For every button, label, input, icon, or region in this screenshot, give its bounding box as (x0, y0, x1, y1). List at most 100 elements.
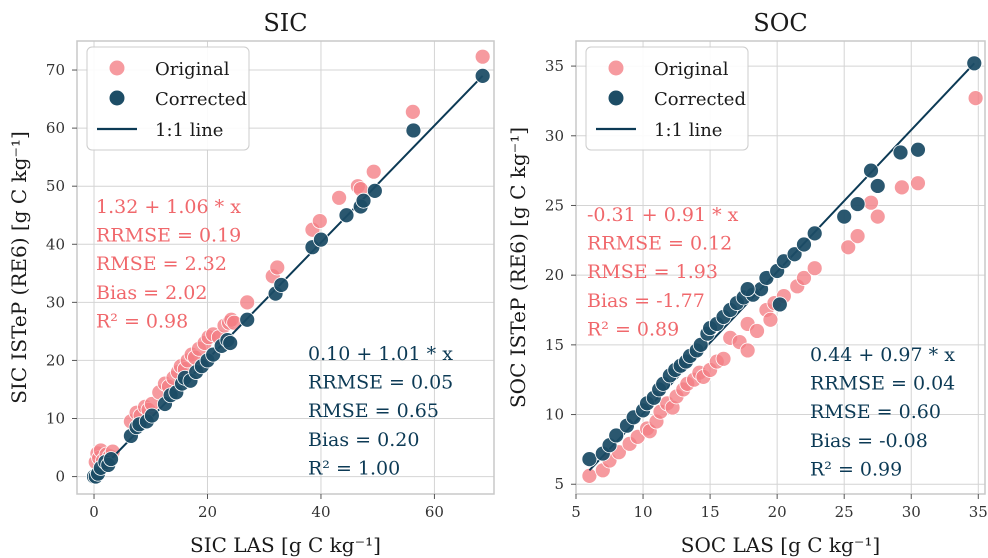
x-axis-label: SIC LAS [g C kg⁻¹] (190, 533, 381, 557)
stats-original-line: R² = 0.98 (96, 310, 188, 332)
data-point-corrected (222, 335, 239, 351)
data-point-corrected (771, 296, 788, 313)
data-point-corrected (405, 122, 422, 139)
x-tick-label: 30 (902, 503, 921, 521)
y-tick-label: 70 (46, 61, 65, 79)
data-point-original (365, 163, 382, 180)
data-point-corrected (806, 225, 823, 242)
legend-original-label: Original (654, 59, 729, 80)
y-tick-label: 10 (545, 406, 564, 424)
stats-corrected-line: RMSE = 0.60 (810, 401, 941, 423)
legend-line-label: 1:1 line (155, 120, 223, 141)
stats-original-line: RMSE = 2.32 (96, 253, 227, 275)
y-tick-label: 20 (545, 266, 564, 284)
data-point-original (863, 194, 879, 211)
x-tick-label: 0 (89, 503, 99, 521)
stats-corrected-line: 0.44 + 0.97 * x (810, 344, 955, 366)
data-point-original (311, 213, 328, 229)
stats-corrected-line: R² = 0.99 (810, 458, 902, 480)
stats-original: -0.31 + 0.91 * x RRMSE = 0.12 RMSE = 1.93 B… (587, 204, 739, 340)
data-point-original (806, 260, 823, 277)
legend: Original Corrected 1:1 line (86, 46, 250, 151)
legend-line-label: 1:1 line (654, 120, 722, 141)
plot-area (86, 48, 491, 485)
data-point-original (749, 323, 765, 339)
stats-original-line: RRMSE = 0.12 (587, 233, 732, 255)
chart-panel-soc: 5 10 15 20 25 30 35 5 10 15 20 25 30 35 SOC SOC LAS [g … (506, 9, 988, 557)
stats-corrected-line: Bias = -0.08 (810, 430, 928, 452)
data-point-original (581, 467, 598, 484)
data-point-corrected (910, 141, 926, 158)
data-point-corrected (869, 178, 886, 194)
stats-original-line: -0.31 + 0.91 * x (587, 204, 739, 226)
x-tick-label: 5 (571, 503, 581, 521)
stats-original-line: Bias = -1.77 (587, 290, 705, 312)
data-point-corrected (581, 451, 598, 468)
data-point-corrected (786, 246, 803, 263)
data-point-corrected (239, 311, 256, 328)
stats-corrected: 0.44 + 0.97 * x RRMSE = 0.04 RMSE = 0.60 Bi… (810, 344, 955, 480)
y-tick-label: 35 (545, 57, 564, 75)
x-axis-label: SOC LAS [g C kg⁻¹] (681, 533, 880, 557)
data-point-corrected (966, 55, 983, 72)
data-point-corrected (836, 208, 853, 225)
x-tick-label: 20 (768, 503, 787, 521)
y-tick-label: 30 (46, 293, 65, 311)
y-tick-label: 15 (545, 336, 564, 354)
plot-area (581, 55, 984, 484)
data-point-original (762, 311, 779, 328)
stats-corrected-line: 0.10 + 1.01 * x (308, 343, 453, 365)
stats-original-line: Bias = 2.02 (96, 282, 207, 304)
stats-original: 1.32 + 1.06 * x RRMSE = 0.19 RMSE = 2.32 Bi… (96, 196, 241, 332)
data-point-original (869, 208, 886, 225)
data-point-original (715, 350, 732, 367)
data-point-original (404, 103, 421, 120)
stats-corrected-line: RRMSE = 0.04 (810, 373, 955, 395)
y-axis-label: SOC ISTeP (RE6) [g C kg⁻¹] (506, 127, 530, 408)
data-point-original (967, 90, 984, 107)
legend-original-marker (608, 60, 624, 76)
data-point-original (840, 239, 857, 256)
one-to-one-line (93, 75, 484, 478)
data-point-corrected (892, 144, 909, 161)
x-tick-label: 25 (835, 503, 854, 521)
stats-original-line: 1.32 + 1.06 * x (96, 196, 241, 218)
plot-frame (76, 40, 495, 495)
chart-title: SIC (263, 9, 307, 37)
x-tick-label: 20 (198, 503, 217, 521)
legend-corrected-marker (109, 90, 125, 106)
y-tick-label: 40 (46, 235, 65, 253)
x-tick-label: 10 (634, 503, 653, 521)
data-point-original (739, 342, 756, 359)
stats-original-line: RRMSE = 0.19 (96, 225, 241, 247)
y-tick-label: 30 (545, 127, 564, 145)
x-tick-label: 60 (425, 503, 444, 521)
data-point-corrected (366, 182, 383, 199)
chart-panel-sic: 0 20 40 60 0 10 20 30 40 50 60 70 SIC SIC LAS [g C kg… (7, 9, 495, 557)
data-point-corrected (338, 207, 355, 224)
data-point-corrected (863, 162, 879, 179)
data-point-original (331, 189, 348, 206)
data-point-original (849, 228, 866, 245)
legend-original-marker (109, 60, 125, 76)
plot-frame (575, 40, 986, 495)
legend-original-label: Original (155, 59, 230, 80)
x-tick-label: 35 (969, 503, 988, 521)
data-point-corrected (796, 236, 812, 253)
data-point-corrected (474, 67, 491, 84)
data-point-corrected (143, 407, 160, 424)
data-point-original (910, 175, 926, 192)
x-tick-label: 15 (701, 503, 720, 521)
stats-original-line: R² = 0.89 (587, 318, 679, 340)
legend-box (86, 46, 250, 151)
data-point-corrected (739, 281, 756, 298)
y-axis-label: SIC ISTeP (RE6) [g C kg⁻¹] (7, 131, 31, 404)
data-point-corrected (849, 196, 866, 212)
legend-corrected-label: Corrected (654, 89, 746, 110)
stats-corrected-line: R² = 1.00 (308, 457, 400, 479)
stats-corrected-line: Bias = 0.20 (308, 429, 419, 451)
data-point-corrected (608, 427, 625, 444)
data-point-corrected (355, 192, 372, 209)
legend-corrected-marker (608, 90, 624, 106)
